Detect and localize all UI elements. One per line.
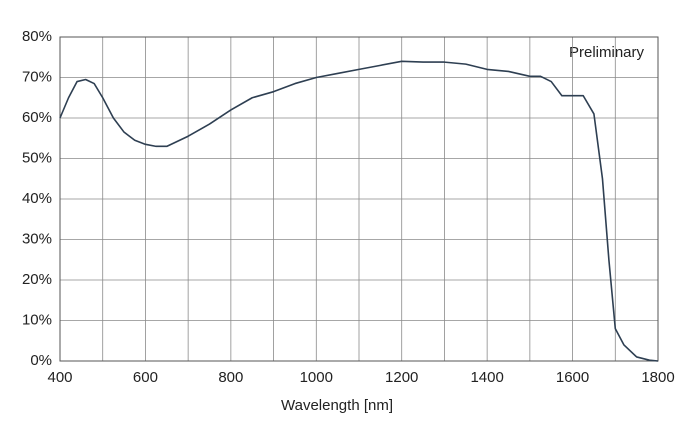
y-tick-label: 20%: [22, 271, 52, 288]
x-tick-label: 800: [218, 369, 243, 386]
x-tick-label: 1000: [300, 369, 333, 386]
y-tick-label: 30%: [22, 230, 52, 247]
y-tick-label: 40%: [22, 190, 52, 207]
x-tick-label: 600: [133, 369, 158, 386]
y-tick-label: 70%: [22, 68, 52, 85]
x-tick-label: 400: [47, 369, 72, 386]
x-tick-label: 1600: [556, 369, 589, 386]
x-tick-label: 1400: [470, 369, 503, 386]
x-axis-label: Wavelength [nm]: [281, 397, 393, 414]
data-line: [59, 60, 659, 362]
x-tick-label: 1800: [641, 369, 674, 386]
y-tick-label: 60%: [22, 109, 52, 126]
plot-border: [59, 36, 659, 362]
annotation: Preliminary: [569, 44, 645, 61]
y-tick-label: 80%: [22, 28, 52, 45]
x-tick-label: 1200: [385, 369, 418, 386]
y-tick-label: 0%: [30, 352, 52, 369]
y-tick-label: 10%: [22, 311, 52, 328]
y-tick-label: 50%: [22, 149, 52, 166]
